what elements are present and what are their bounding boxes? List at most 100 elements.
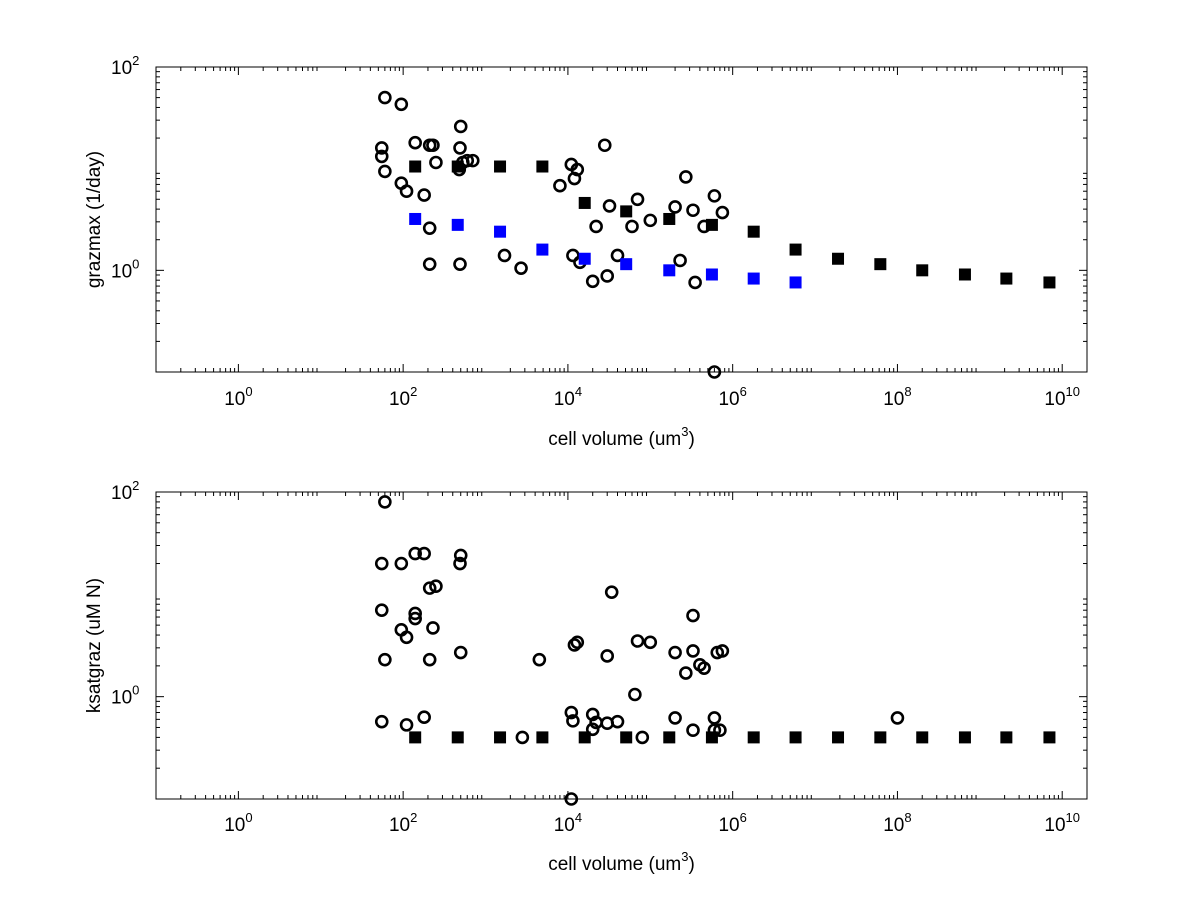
data-point-circle	[553, 178, 567, 193]
y-tick-label: 102	[111, 53, 139, 79]
data-point-circle	[713, 723, 727, 738]
grazmax-chart: 100 102 104 106 108 1010 100 102 cell volume (um…	[84, 53, 1088, 450]
data-point-circle	[453, 645, 468, 660]
data-point-circle	[668, 200, 682, 214]
data-point-square	[747, 731, 760, 744]
data-point-circle	[497, 248, 512, 263]
data-point-circle	[408, 611, 422, 626]
data-point-square	[409, 731, 422, 744]
data-point-square	[916, 731, 929, 744]
data-point-square	[832, 731, 845, 744]
data-point-circle	[394, 97, 409, 112]
data-point-circle	[628, 687, 642, 702]
data-point-circle	[707, 711, 722, 725]
data-point-square	[451, 731, 464, 744]
series-observed	[374, 495, 905, 806]
data-point-circle	[610, 248, 625, 263]
data-point-square	[620, 731, 633, 744]
data-point-circle	[570, 162, 585, 177]
data-point-circle	[378, 495, 392, 509]
data-point-circle	[399, 184, 414, 199]
data-point-square	[705, 731, 718, 744]
x-tick-label: 100	[224, 810, 252, 836]
data-point-square	[874, 258, 887, 271]
data-point-circle	[630, 634, 645, 648]
data-point-circle	[422, 652, 437, 667]
data-point-circle	[453, 141, 467, 155]
data-point-square	[705, 218, 718, 231]
data-point-square	[1000, 731, 1013, 744]
data-point-square	[578, 252, 591, 265]
x-tick-label: 102	[389, 810, 417, 836]
data-point-circle	[426, 621, 440, 635]
data-point-circle	[453, 119, 468, 134]
data-point-circle	[417, 710, 431, 725]
data-point-square	[620, 205, 633, 218]
data-point-square	[536, 243, 549, 256]
data-point-circle	[564, 705, 579, 720]
series-model-grazmax-blue-	[409, 212, 802, 289]
data-point-circle	[378, 164, 392, 179]
ksatgraz-chart: 100 102 104 106 108 1010 100 102 cell volume (um…	[84, 478, 1088, 875]
data-point-circle	[707, 189, 722, 203]
data-point-square	[578, 196, 591, 209]
data-point-square	[494, 731, 507, 744]
data-point-circle	[378, 652, 392, 667]
data-point-square	[409, 212, 422, 225]
x-tick-label: 108	[883, 384, 911, 410]
data-point-circle	[625, 219, 639, 234]
data-point-square	[916, 264, 929, 277]
data-point-circle	[597, 138, 612, 153]
data-point-circle	[408, 135, 422, 150]
y-axis-label: ksatgraz (uM N)	[84, 578, 105, 713]
data-point-circle	[566, 714, 580, 728]
data-point-circle	[707, 365, 722, 379]
data-point-square	[958, 731, 971, 744]
data-point-circle	[417, 188, 431, 202]
data-point-square	[536, 160, 549, 173]
data-point-square	[578, 731, 591, 744]
x-tick-label: 104	[554, 384, 582, 410]
data-point-circle	[374, 714, 389, 729]
x-tick-label: 102	[389, 384, 417, 410]
x-tick-label: 100	[224, 384, 252, 410]
data-point-circle	[686, 203, 700, 218]
data-point-circle	[399, 630, 414, 645]
data-point-square	[789, 243, 802, 256]
y-axis-label: grazmax (1/day)	[84, 151, 105, 288]
series-model-ksatgraz	[409, 731, 1056, 744]
data-point-circle	[668, 645, 682, 660]
data-point-circle	[589, 219, 603, 234]
data-point-circle	[630, 192, 645, 207]
data-point-circle	[668, 711, 682, 725]
data-point-square	[451, 160, 464, 173]
data-point-square	[705, 268, 718, 281]
data-point-circle	[890, 711, 905, 725]
data-point-circle	[673, 253, 687, 268]
data-point-circle	[453, 556, 467, 571]
data-point-square	[1000, 272, 1013, 285]
data-point-circle	[417, 546, 431, 561]
data-point-circle	[374, 603, 389, 617]
minor-ticks	[156, 492, 1088, 799]
data-point-circle	[514, 261, 528, 275]
series-model-grazmax-black-	[409, 160, 1056, 289]
x-tick-label: 106	[718, 810, 746, 836]
data-point-circle	[374, 149, 389, 164]
x-tick-label: 108	[883, 810, 911, 836]
data-point-circle	[532, 652, 547, 667]
data-point-circle	[602, 199, 617, 213]
series-observed	[374, 90, 730, 379]
data-point-circle	[567, 638, 582, 652]
data-point-circle	[429, 579, 443, 594]
data-point-circle	[715, 644, 730, 658]
y-tick-label: 102	[111, 478, 139, 504]
x-tick-label: 1010	[1044, 810, 1080, 836]
data-point-circle	[422, 221, 437, 235]
x-axis-label: cell volume (um3)	[548, 424, 695, 450]
data-point-circle	[429, 155, 443, 170]
data-point-circle	[643, 635, 658, 650]
data-point-square	[663, 731, 676, 744]
data-point-circle	[399, 718, 414, 732]
